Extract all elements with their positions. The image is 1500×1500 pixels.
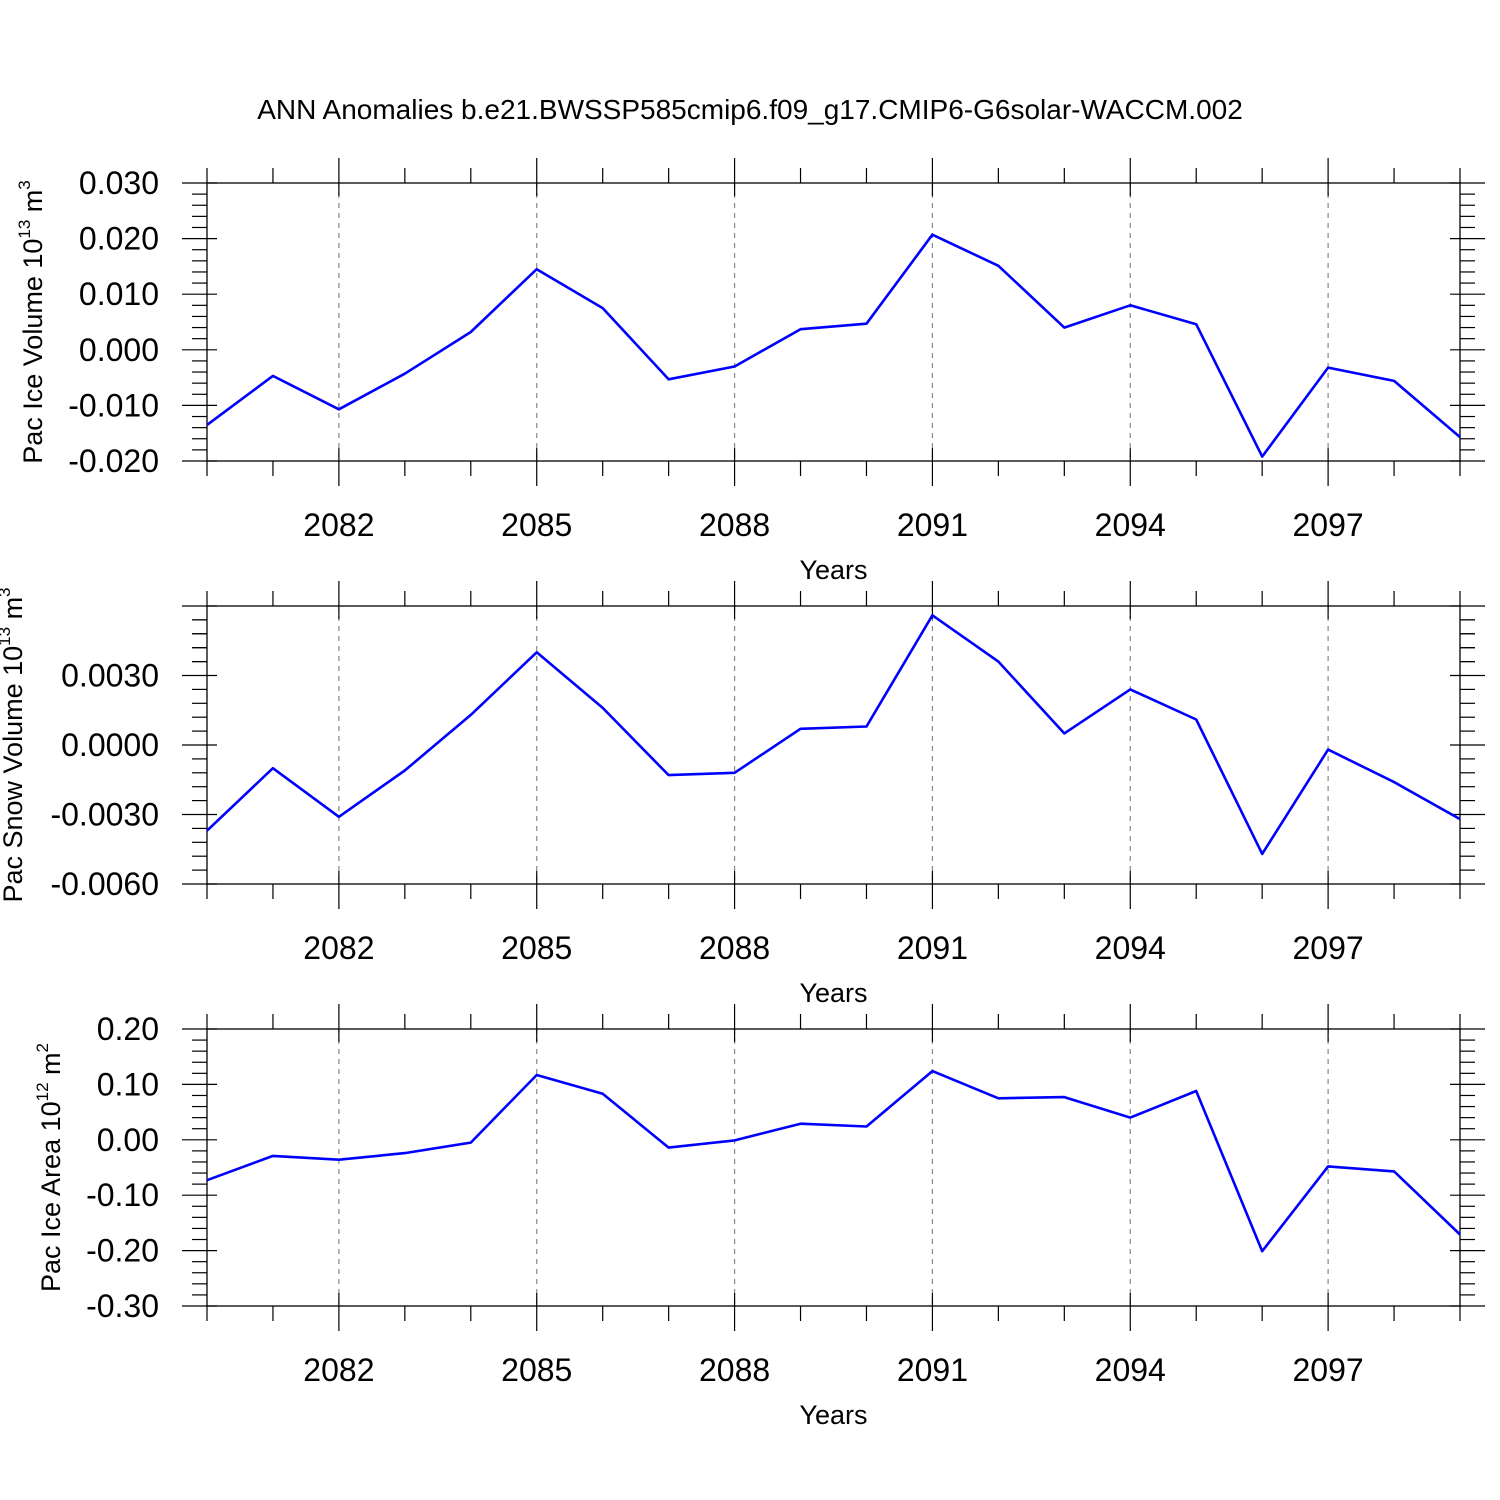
y-tick-label: 0.00 xyxy=(97,1122,159,1158)
y-tick-label: -0.020 xyxy=(68,443,159,479)
y-tick-label: 0.20 xyxy=(97,1011,159,1047)
chart-panel-2: 2082 2085 2088 2091 2094 2097 -0.0060 -0.0030 0.… xyxy=(0,581,1485,1008)
chart-panel-3: 2082 2085 2088 2091 2094 2097 -0.30 -0.20 -0.10 0… xyxy=(33,1004,1485,1430)
x-axis-label: Years xyxy=(799,978,867,1008)
y-tick-label: 0.010 xyxy=(79,276,159,312)
x-tick-label: 2094 xyxy=(1095,507,1166,543)
x-tick-label: 2085 xyxy=(501,1352,572,1388)
series-line xyxy=(206,613,1461,856)
plot-frame xyxy=(206,605,1461,885)
x-tick-label: 2091 xyxy=(897,1352,968,1388)
y-axis-label: Pac Ice Volume 1013 m3 xyxy=(15,180,48,464)
chart-panel-1: 2082 2085 2088 2091 2094 2097 -0.020 -0.010 0.00… xyxy=(15,158,1485,585)
x-tick-label: 2097 xyxy=(1293,507,1364,543)
y-axis-label: Pac Ice Area 1012 m2 xyxy=(33,1043,66,1292)
plot-frame xyxy=(206,182,1461,462)
panels: 2082 2085 2088 2091 2094 2097 -0.020 -0.010 0.00… xyxy=(0,158,1485,1430)
x-tick-label: 2082 xyxy=(303,507,374,543)
y-tick-label: 0.0000 xyxy=(61,727,159,763)
x-axis-label: Years xyxy=(799,555,867,585)
series-line xyxy=(206,233,1461,458)
y-tick-label: 0.000 xyxy=(79,332,159,368)
x-tick-label: 2097 xyxy=(1293,930,1364,966)
y-tick-label: -0.20 xyxy=(86,1233,159,1269)
x-tick-label: 2094 xyxy=(1095,930,1166,966)
x-tick-label: 2091 xyxy=(897,930,968,966)
y-tick-label: -0.10 xyxy=(86,1177,159,1213)
y-tick-label: -0.0030 xyxy=(50,797,159,833)
x-tick-label: 2097 xyxy=(1293,1352,1364,1388)
y-tick-label: 0.030 xyxy=(79,165,159,201)
plot-frame xyxy=(206,1028,1461,1307)
y-tick-label: 0.020 xyxy=(79,221,159,257)
x-tick-label: 2082 xyxy=(303,1352,374,1388)
series-line xyxy=(206,1069,1461,1253)
x-tick-label: 2091 xyxy=(897,507,968,543)
x-tick-label: 2088 xyxy=(699,1352,770,1388)
y-tick-label: 0.0030 xyxy=(61,658,159,694)
y-tick-label: 0.10 xyxy=(97,1066,159,1102)
x-tick-label: 2088 xyxy=(699,930,770,966)
y-axis-label: Pac Snow Volume 1013 m3 xyxy=(0,587,28,902)
x-tick-label: 2085 xyxy=(501,930,572,966)
x-axis-label: Years xyxy=(799,1400,867,1430)
x-tick-label: 2088 xyxy=(699,507,770,543)
x-tick-label: 2085 xyxy=(501,507,572,543)
chart-title: ANN Anomalies b.e21.BWSSP585cmip6.f09_g1… xyxy=(257,94,1243,125)
y-tick-label: -0.010 xyxy=(68,387,159,423)
x-tick-label: 2082 xyxy=(303,930,374,966)
y-tick-label: -0.0060 xyxy=(50,866,159,902)
y-tick-label: -0.30 xyxy=(86,1288,159,1324)
x-tick-label: 2094 xyxy=(1095,1352,1166,1388)
